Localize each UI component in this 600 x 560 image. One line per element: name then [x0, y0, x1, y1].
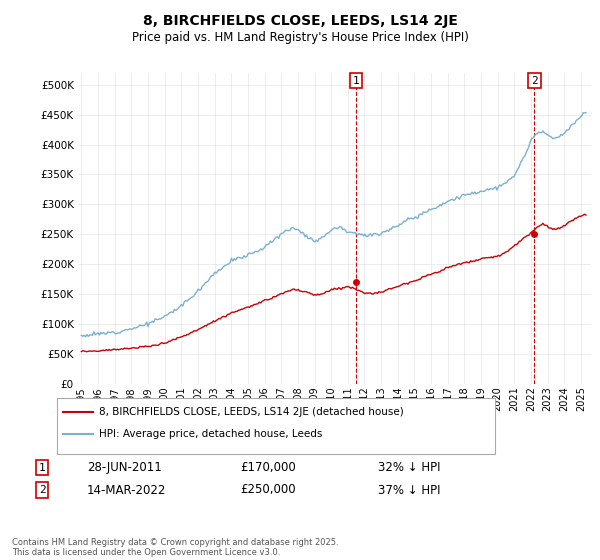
Text: £170,000: £170,000 [240, 461, 296, 474]
Text: Price paid vs. HM Land Registry's House Price Index (HPI): Price paid vs. HM Land Registry's House … [131, 31, 469, 44]
Text: 32% ↓ HPI: 32% ↓ HPI [378, 461, 440, 474]
Text: 8, BIRCHFIELDS CLOSE, LEEDS, LS14 2JE: 8, BIRCHFIELDS CLOSE, LEEDS, LS14 2JE [143, 14, 457, 28]
Text: 8, BIRCHFIELDS CLOSE, LEEDS, LS14 2JE (detached house): 8, BIRCHFIELDS CLOSE, LEEDS, LS14 2JE (d… [99, 407, 404, 417]
Text: 1: 1 [353, 76, 359, 86]
Text: 28-JUN-2011: 28-JUN-2011 [87, 461, 162, 474]
Text: Contains HM Land Registry data © Crown copyright and database right 2025.
This d: Contains HM Land Registry data © Crown c… [12, 538, 338, 557]
Text: HPI: Average price, detached house, Leeds: HPI: Average price, detached house, Leed… [99, 429, 322, 439]
Text: £250,000: £250,000 [240, 483, 296, 497]
Text: 2: 2 [531, 76, 538, 86]
Text: 1: 1 [38, 463, 46, 473]
Text: 2: 2 [38, 485, 46, 495]
Text: 37% ↓ HPI: 37% ↓ HPI [378, 483, 440, 497]
Text: 14-MAR-2022: 14-MAR-2022 [87, 483, 166, 497]
